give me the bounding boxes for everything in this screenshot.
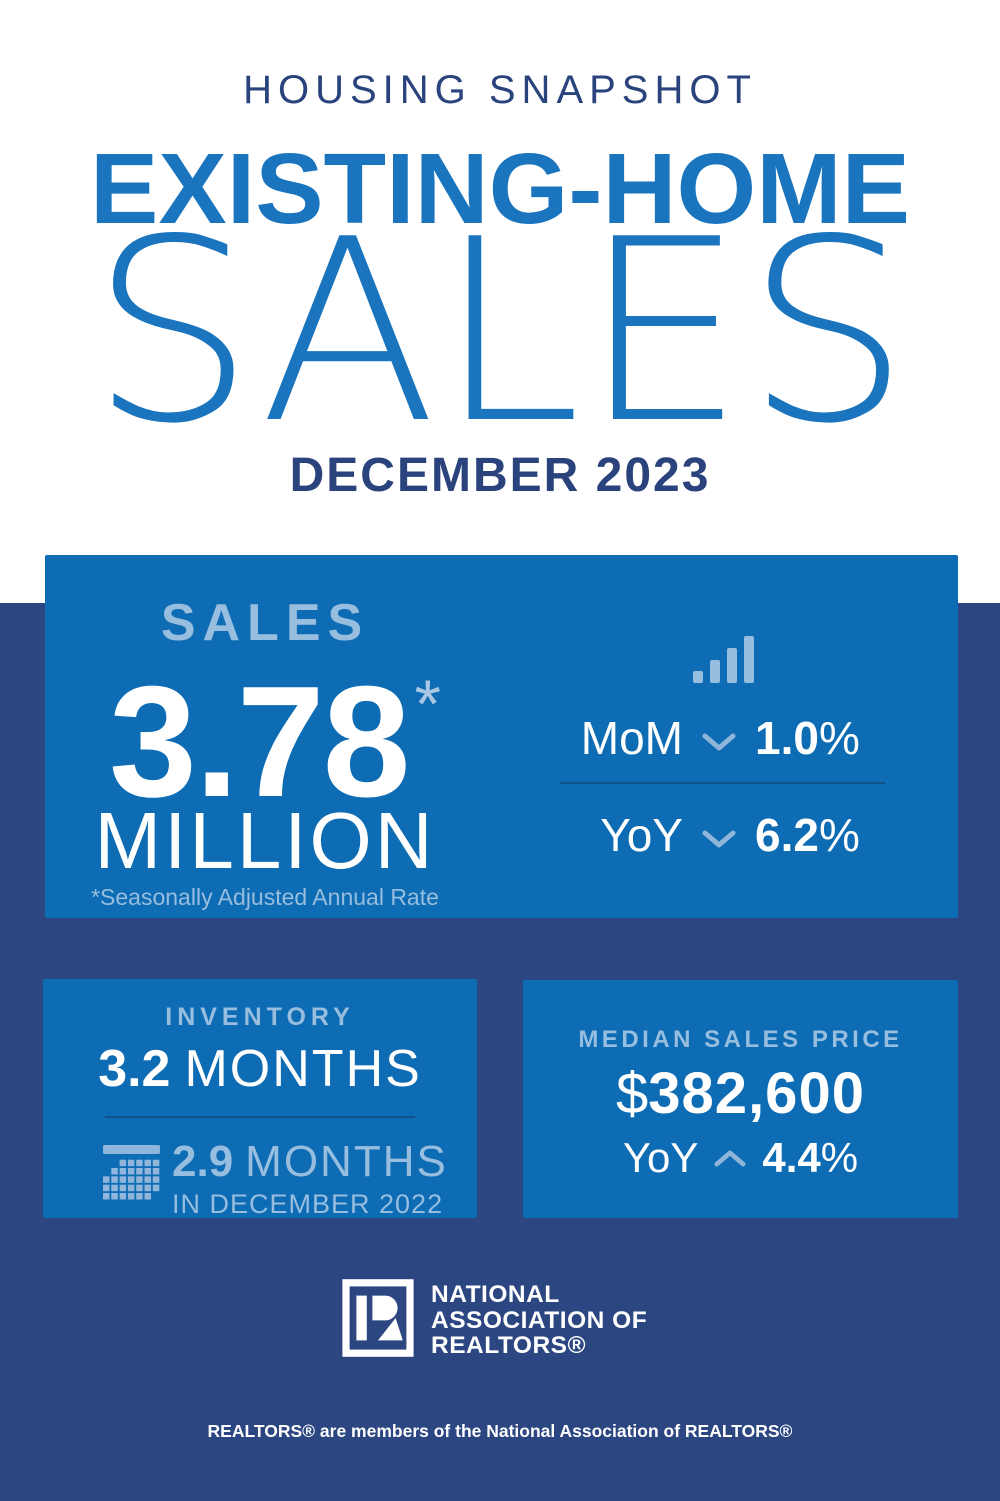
org-line-2: ASSOCIATION OF: [431, 1306, 648, 1334]
org-name-block: NATIONAL ASSOCIATION OF REALTORS®: [431, 1282, 647, 1359]
inventory-unit: MONTHS: [184, 1040, 422, 1098]
chevron-down-icon: [702, 733, 736, 751]
yoy-value: 6.2%: [755, 808, 905, 862]
title-sales: SALES: [90, 186, 910, 479]
inventory-prior-block: 2.9 MONTHS IN DECEMBER 2022: [172, 1137, 448, 1220]
median-price-row: $ 382,600: [523, 1060, 958, 1127]
yoy-label: YoY: [600, 809, 683, 861]
mom-label: MoM: [580, 712, 683, 764]
title-line1-text: EXISTING-HOME: [90, 133, 910, 245]
inventory-value: 3.2: [98, 1040, 171, 1098]
median-price-label: MEDIAN SALES PRICE: [578, 1026, 903, 1053]
report-date: DECEMBER 2023: [289, 449, 711, 502]
chevron-down-icon: [702, 830, 736, 848]
yoy-value-percent: %: [818, 809, 860, 861]
sales-card-label: SALES: [160, 594, 370, 652]
title-existing-home: EXISTING-HOME: [90, 133, 910, 245]
nar-logo: [342, 1279, 414, 1357]
yoy-row: YoY 6.2%: [545, 808, 905, 862]
sales-value: 3.78: [109, 654, 411, 830]
median-price-value: 382,600: [648, 1061, 865, 1126]
median-yoy-value: 4.4%: [762, 1134, 858, 1182]
inventory-prior-value: 2.9: [172, 1137, 234, 1186]
median-yoy-row: YoY 4.4%: [523, 1134, 958, 1182]
bar-chart-icon: [693, 636, 754, 683]
mom-value-percent: %: [818, 712, 860, 764]
mom-row: MoM 1.0%: [545, 711, 905, 765]
org-line-3: REALTORS®: [431, 1332, 587, 1359]
median-price-card: MEDIAN SALES PRICE $ 382,600 YoY 4.4%: [523, 980, 958, 1218]
stats-divider: [560, 782, 885, 784]
mom-value: 1.0%: [755, 711, 905, 765]
chevron-up-icon: [714, 1150, 746, 1166]
kicker-title: HOUSING SNAPSHOT: [243, 68, 757, 112]
inventory-prior-unit: MONTHS: [245, 1137, 448, 1186]
mom-value-number: 1.0: [755, 712, 819, 764]
median-yoy-percent: %: [820, 1134, 859, 1181]
sales-asterisk: *: [414, 666, 441, 742]
sales-card: SALES 3.78 * MILLION *Seasonally Adjuste…: [45, 555, 958, 918]
sales-value-row: 3.78 *: [45, 663, 505, 821]
inventory-prior-row: 2.9 MONTHS: [172, 1137, 448, 1187]
inventory-label: INVENTORY: [165, 1003, 355, 1031]
inventory-divider: [105, 1116, 415, 1118]
inventory-card: INVENTORY 3.2 MONTHS 2.9: [43, 979, 477, 1220]
yoy-value-number: 6.2: [755, 809, 819, 861]
inventory-prior-period: IN DECEMBER 2022: [172, 1189, 444, 1219]
disclaimer-text: REALTORS® are members of the National As…: [207, 1421, 793, 1441]
sales-footnote: *Seasonally Adjusted Annual Rate: [91, 884, 439, 910]
sales-stats-column: MoM 1.0% YoY 6.2%: [545, 555, 905, 918]
median-yoy-label: YoY: [622, 1134, 699, 1181]
org-line-1: NATIONAL: [431, 1281, 560, 1308]
median-price-currency: $: [616, 1061, 649, 1126]
sales-unit: MILLION: [94, 796, 436, 885]
inventory-value-row: 3.2 MONTHS: [43, 1039, 477, 1099]
median-yoy-number: 4.4: [762, 1134, 821, 1181]
title-line2-text: SALES: [90, 186, 910, 479]
calendar-grid-icon: [103, 1145, 160, 1200]
